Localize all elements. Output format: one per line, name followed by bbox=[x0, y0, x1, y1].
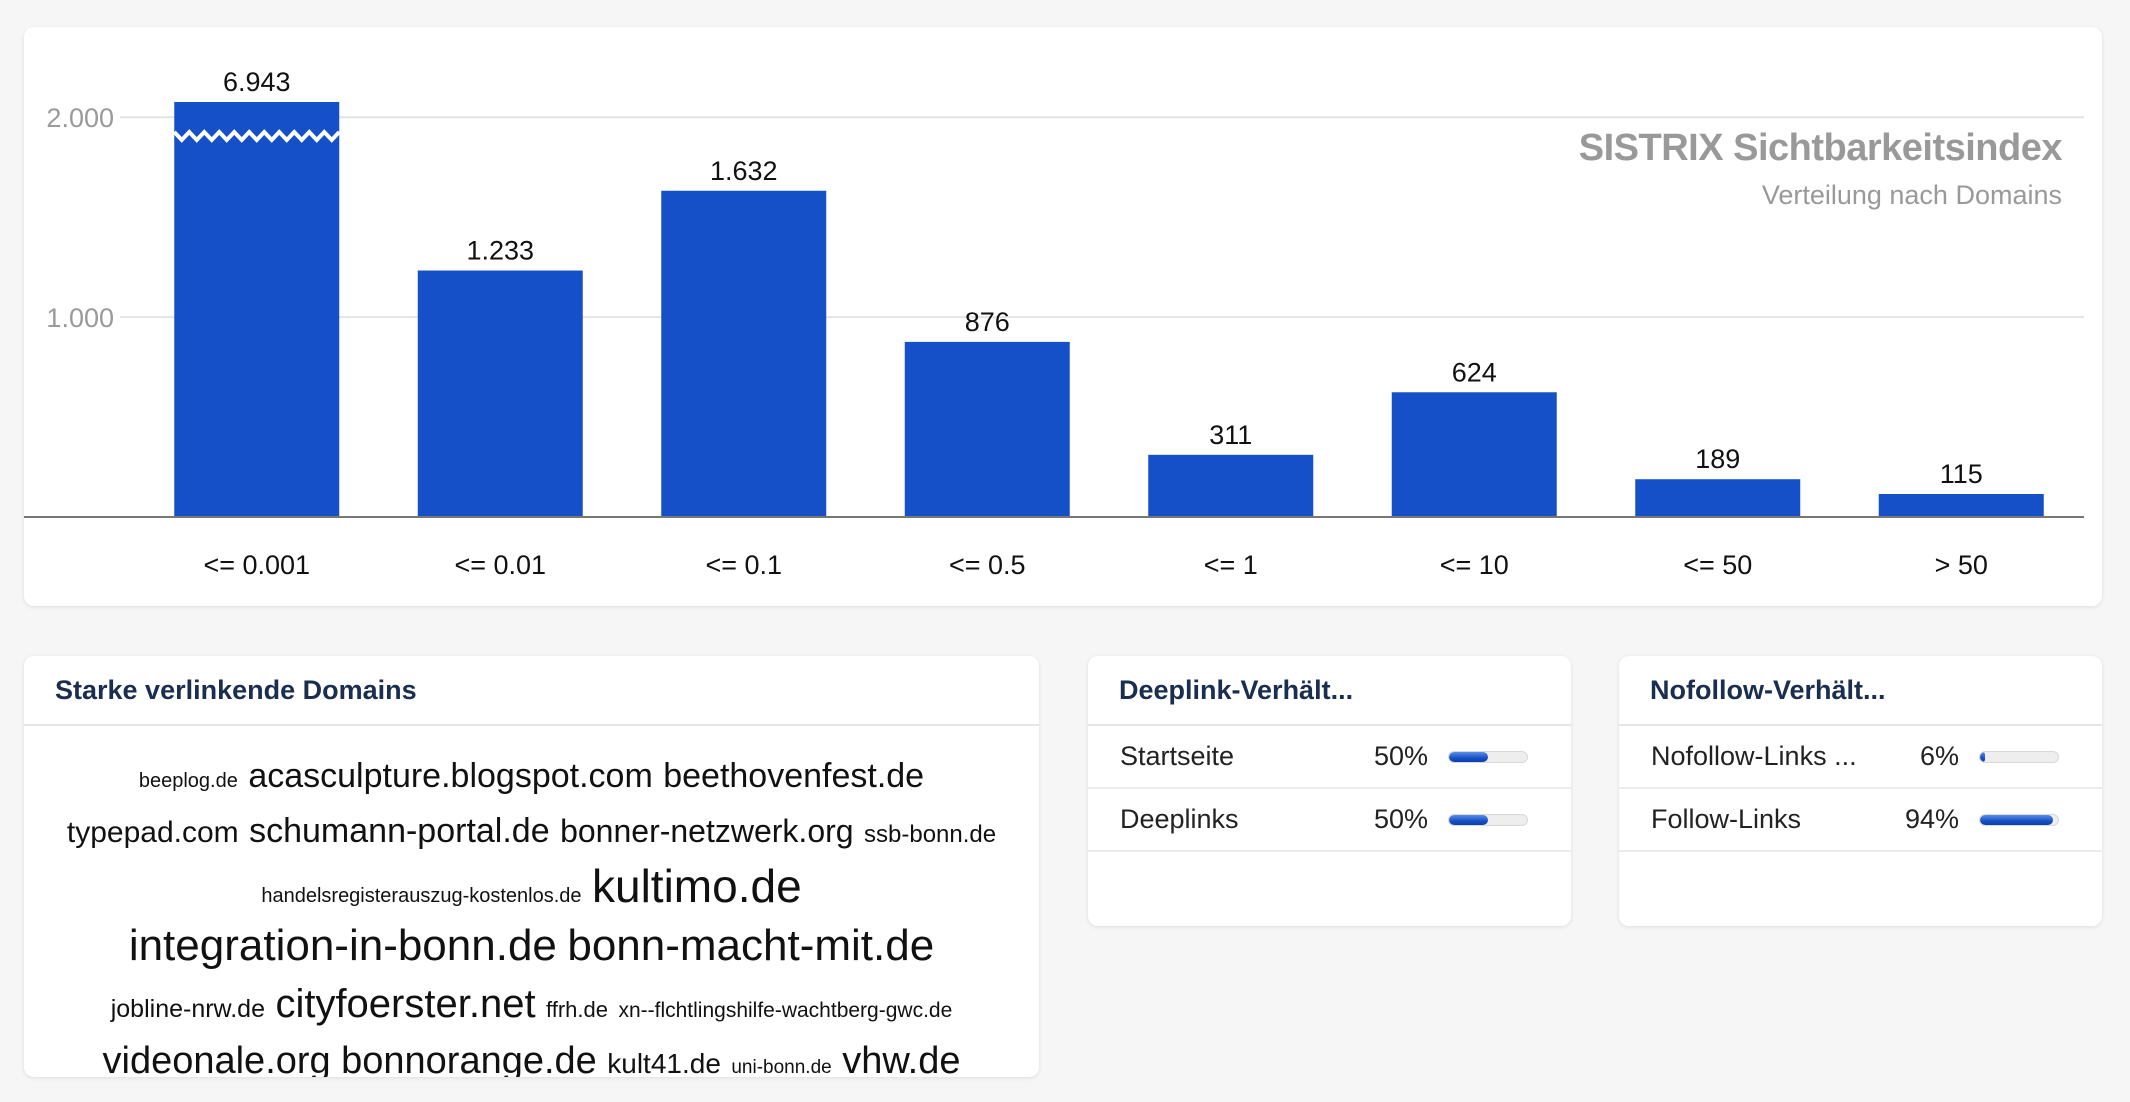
chart-title: SISTRIX Sichtbarkeitsindex bbox=[1578, 127, 2063, 169]
linking-domains-card: Starke verlinkende Domains beeplog.de ac… bbox=[24, 656, 1039, 1077]
domain-tag[interactable]: acasculpture.blogspot.com bbox=[248, 757, 653, 795]
linking-domains-title: Starke verlinkende Domains bbox=[24, 656, 1039, 726]
bar bbox=[661, 190, 827, 517]
nofollow-row: Follow-Links 94% bbox=[1619, 789, 2102, 852]
x-tick-label: <= 0.5 bbox=[949, 550, 1026, 580]
bar bbox=[1635, 479, 1801, 517]
domain-tag[interactable]: integration-in-bonn.de bbox=[128, 921, 557, 970]
domain-tag[interactable]: uni-bonn.de bbox=[731, 1057, 832, 1077]
x-tick-label: <= 1 bbox=[1204, 550, 1258, 580]
x-tick-label: <= 0.001 bbox=[203, 550, 310, 580]
bar-chart: 1.000 2.000 6.943 <= 0.001 1.233 <= 0.01 1.632… bbox=[24, 67, 2084, 580]
bar bbox=[174, 102, 340, 517]
domain-tag[interactable]: xn--flchtlingshilfe-wachtberg-gwc.de bbox=[618, 999, 953, 1022]
x-tick-label: <= 10 bbox=[1440, 550, 1509, 580]
bar-value-label: 6.943 bbox=[223, 67, 291, 97]
domain-tag[interactable]: beeplog.de bbox=[138, 770, 238, 792]
domain-tag[interactable]: bonn-macht-mit.de bbox=[567, 921, 935, 970]
nofollow-row: Nofollow-Links ... 6% bbox=[1619, 726, 2102, 789]
ratio-bar bbox=[1979, 813, 2059, 826]
x-tick-label: > 50 bbox=[1935, 550, 1988, 580]
bar-value-label: 189 bbox=[1695, 444, 1740, 474]
ratio-bar-fill bbox=[1449, 751, 1488, 762]
bar bbox=[1878, 494, 2044, 517]
ratio-bar-fill bbox=[1980, 814, 2054, 825]
ratio-bar-fill bbox=[1980, 751, 1985, 762]
domain-tag[interactable]: bonner-netzwerk.org bbox=[560, 813, 854, 849]
ratio-value: 50% bbox=[1373, 741, 1428, 771]
ratio-label: Nofollow-Links ... bbox=[1651, 741, 1857, 771]
domain-tag[interactable]: kultimo.de bbox=[592, 860, 802, 912]
y-tick-label: 2.000 bbox=[46, 103, 114, 133]
domain-tag[interactable]: vhw.de bbox=[842, 1040, 961, 1077]
visibility-chart-card: 1.000 2.000 6.943 <= 0.001 1.233 <= 0.01 1.632… bbox=[24, 27, 2102, 606]
domain-tag[interactable]: bonnorange.de bbox=[341, 1040, 597, 1077]
domain-tag[interactable]: cityfoerster.net bbox=[275, 982, 536, 1026]
x-tick-label: <= 0.01 bbox=[454, 550, 546, 580]
ratio-bar-fill bbox=[1449, 814, 1488, 825]
nofollow-ratio-card: Nofollow-Verhält... Nofollow-Links ... 6… bbox=[1619, 656, 2102, 926]
ratio-value: 6% bbox=[1919, 741, 1959, 771]
bar-value-label: 876 bbox=[965, 307, 1010, 337]
bar bbox=[904, 341, 1070, 517]
nofollow-ratio-title: Nofollow-Verhält... bbox=[1619, 656, 2102, 726]
domain-tag[interactable]: ssb-bonn.de bbox=[864, 821, 997, 848]
ratio-label: Follow-Links bbox=[1651, 804, 1802, 834]
domain-tag[interactable]: videonale.org bbox=[102, 1040, 331, 1077]
x-tick-label: <= 50 bbox=[1683, 550, 1752, 580]
bar-value-label: 1.233 bbox=[466, 236, 534, 266]
domain-tag[interactable]: typepad.com bbox=[66, 816, 239, 849]
deeplink-row: Deeplinks 50% bbox=[1088, 789, 1571, 852]
x-tick-label: <= 0.1 bbox=[705, 550, 782, 580]
ratio-bar bbox=[1979, 750, 2059, 763]
ratio-value: 94% bbox=[1904, 804, 1959, 834]
axis-break-mark bbox=[172, 129, 341, 143]
ratio-value: 50% bbox=[1373, 804, 1428, 834]
bar-value-label: 115 bbox=[1940, 459, 1983, 489]
domain-tag[interactable]: ffrh.de bbox=[546, 997, 608, 1022]
domain-tag[interactable]: handelsregisterauszug-kostenlos.de bbox=[261, 885, 582, 907]
ratio-label: Deeplinks bbox=[1120, 804, 1239, 834]
deeplink-row: Startseite 50% bbox=[1088, 726, 1571, 789]
domain-tag[interactable]: schumann-portal.de bbox=[249, 812, 550, 850]
domain-tag[interactable]: jobline-nrw.de bbox=[110, 995, 265, 1023]
bar-value-label: 1.632 bbox=[710, 156, 778, 186]
bar-value-label: 311 bbox=[1209, 420, 1252, 450]
bar-value-label: 624 bbox=[1452, 357, 1497, 387]
bar bbox=[1391, 392, 1557, 517]
ratio-bar bbox=[1448, 750, 1528, 763]
domain-tag-cloud: beeplog.de acasculpture.blogspot.com bee… bbox=[24, 726, 1039, 1077]
bar bbox=[417, 270, 583, 517]
y-tick-label: 1.000 bbox=[46, 303, 114, 333]
chart-subtitle: Verteilung nach Domains bbox=[1761, 180, 2062, 210]
deeplink-ratio-title: Deeplink-Verhält... bbox=[1088, 656, 1571, 726]
domain-tag[interactable]: beethovenfest.de bbox=[663, 757, 925, 795]
domain-tag[interactable]: kult41.de bbox=[607, 1048, 721, 1077]
ratio-label: Startseite bbox=[1120, 741, 1235, 771]
ratio-bar bbox=[1448, 813, 1528, 826]
bar bbox=[1148, 454, 1314, 517]
deeplink-ratio-card: Deeplink-Verhält... Startseite 50% Deepl… bbox=[1088, 656, 1571, 926]
